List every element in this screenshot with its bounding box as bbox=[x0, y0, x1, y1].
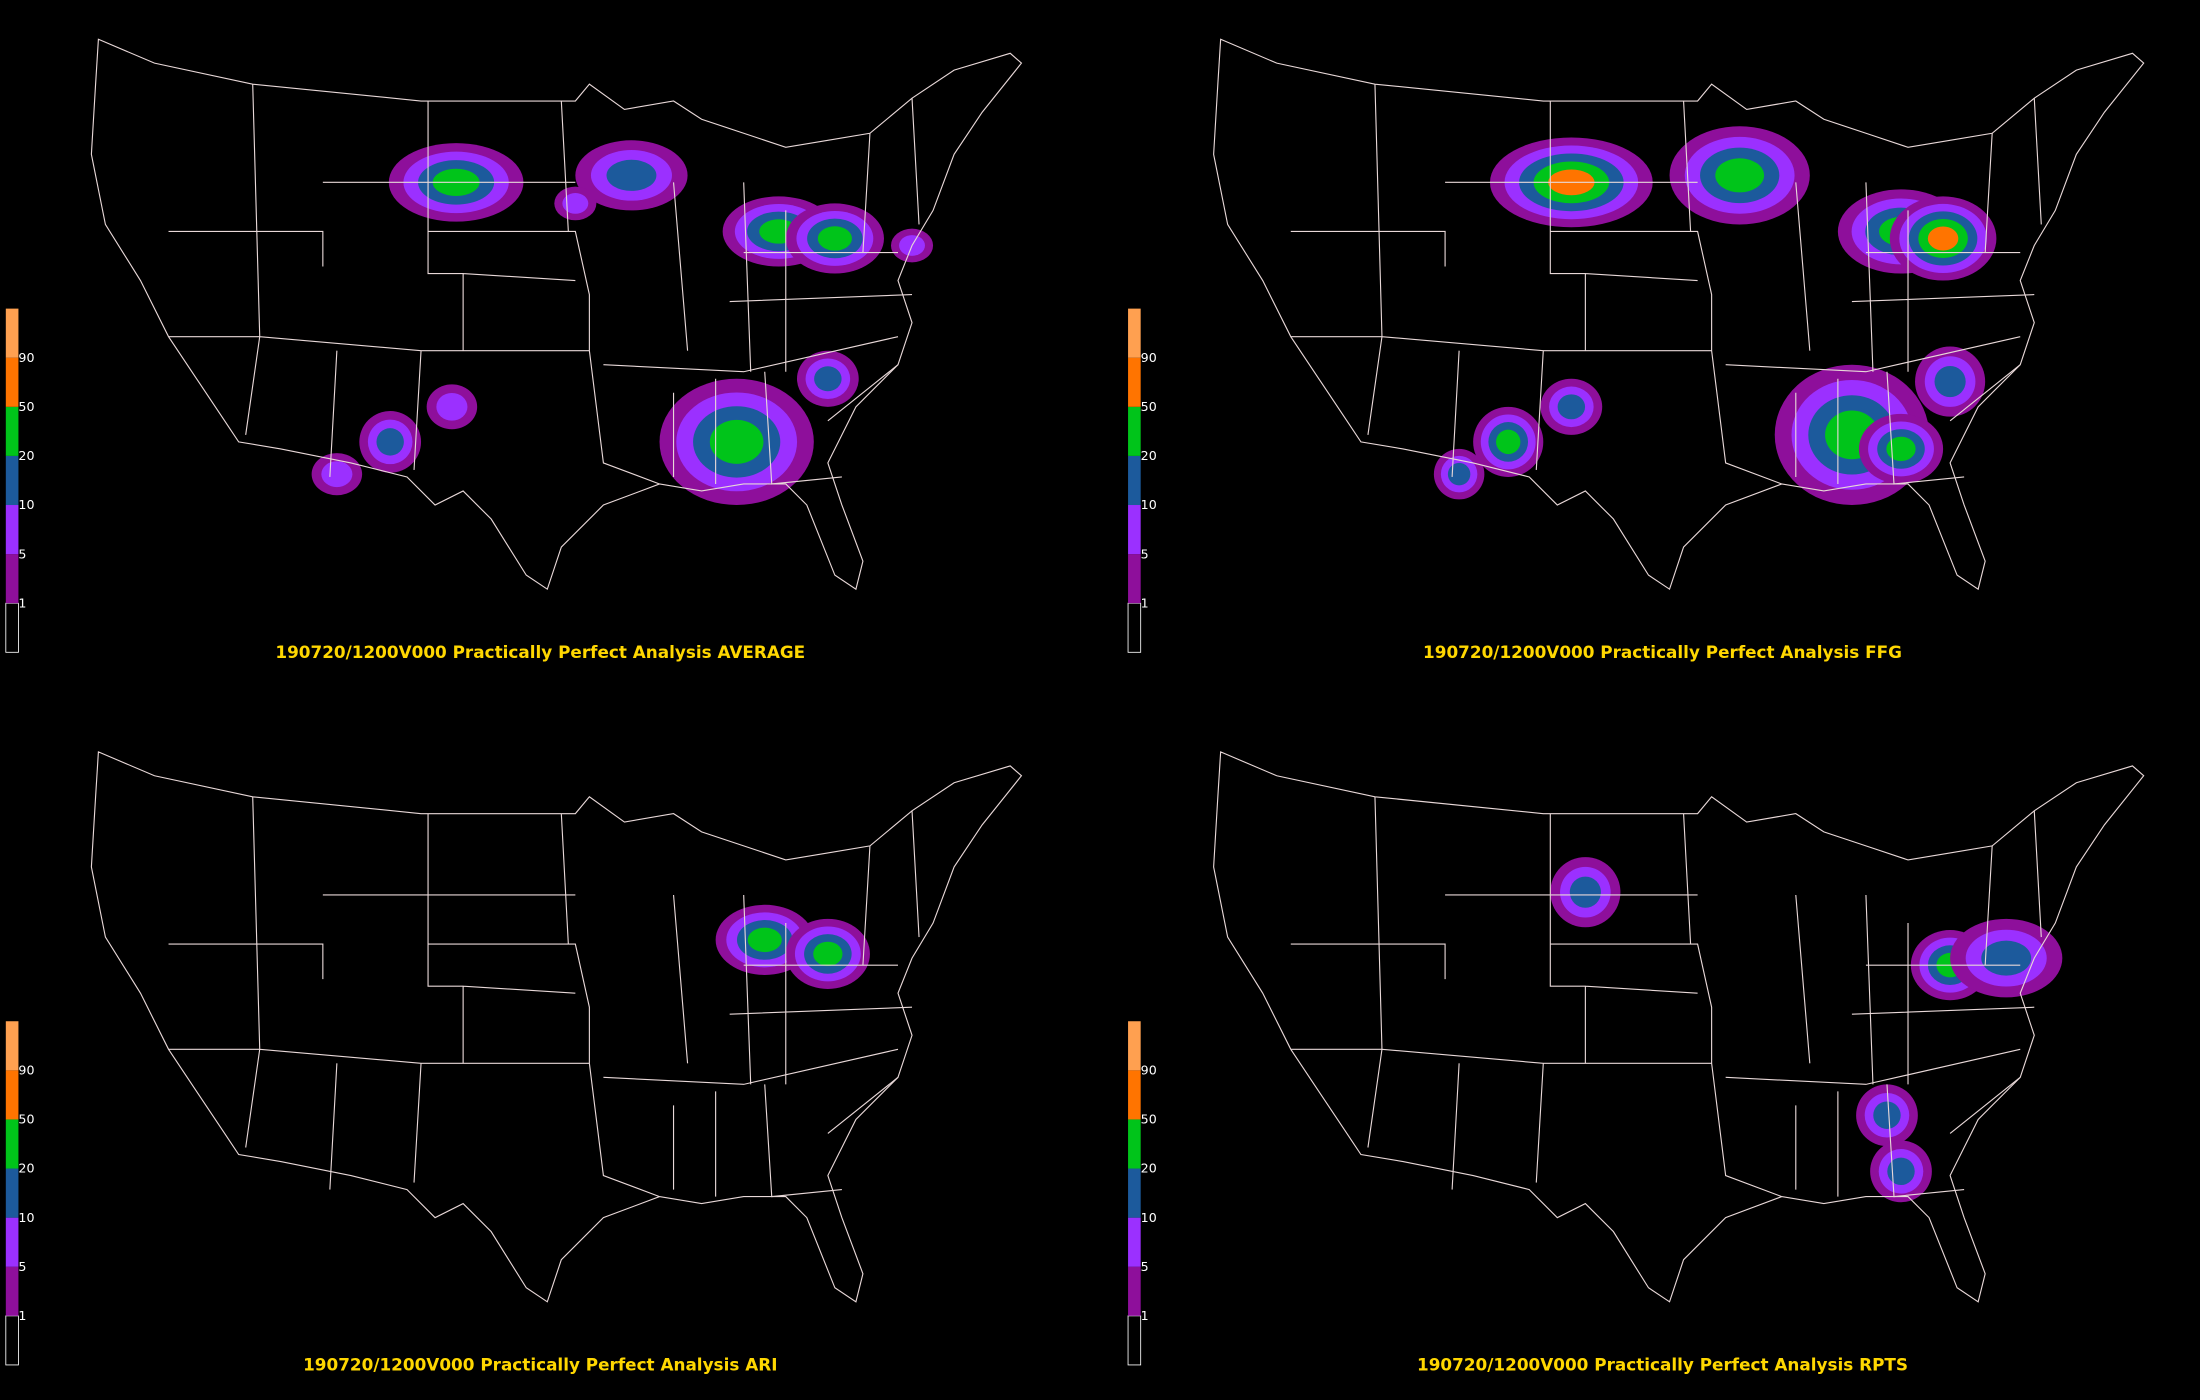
probability-contour bbox=[1886, 436, 1916, 462]
state-borders bbox=[168, 796, 920, 1198]
legend-label: 90 bbox=[1141, 1063, 1157, 1078]
legend-empty bbox=[5, 1315, 19, 1366]
legend-label: 50 bbox=[1141, 399, 1157, 414]
legend-swatch bbox=[5, 1119, 19, 1169]
legend-swatch bbox=[1128, 1119, 1141, 1169]
map-panel: 190720/1200V000 Practically Perfect Anal… bbox=[1127, 751, 2145, 1375]
legend-label: 1 bbox=[18, 595, 26, 610]
state-borders bbox=[1290, 796, 2042, 1198]
legend-label: 10 bbox=[1141, 1210, 1157, 1225]
probability-contour bbox=[709, 419, 764, 464]
legend-label: 90 bbox=[18, 1063, 34, 1078]
panel-title: 190720/1200V000 Practically Perfect Anal… bbox=[1423, 642, 1902, 662]
probability-contour bbox=[1496, 429, 1521, 455]
legend-label: 5 bbox=[18, 1259, 26, 1274]
panel-title: 190720/1200V000 Practically Perfect Anal… bbox=[1417, 1355, 1908, 1375]
legend-label: 5 bbox=[1141, 1259, 1149, 1274]
legend-empty bbox=[1127, 1315, 1142, 1366]
map-panel: 190720/1200V000 Practically Perfect Anal… bbox=[5, 751, 1023, 1375]
probability-contour bbox=[1887, 1157, 1915, 1186]
probability-contour bbox=[1873, 1101, 1901, 1129]
probability-contour bbox=[562, 193, 589, 214]
legend-swatch bbox=[5, 505, 19, 555]
probability-contour bbox=[376, 428, 404, 456]
legend-swatch bbox=[5, 554, 19, 604]
legend-swatch bbox=[1128, 505, 1141, 555]
country-outline bbox=[90, 38, 1023, 591]
legend-empty bbox=[5, 602, 19, 653]
legend-swatch bbox=[1128, 308, 1141, 358]
probability-contour bbox=[321, 461, 353, 488]
legend-label: 1 bbox=[1141, 595, 1149, 610]
legend-swatch bbox=[5, 1266, 19, 1316]
legend-label: 50 bbox=[1141, 1112, 1157, 1127]
legend-label: 10 bbox=[1141, 497, 1157, 512]
probability-contour bbox=[436, 393, 468, 421]
legend-swatch bbox=[1128, 1021, 1141, 1071]
probability-contour bbox=[814, 366, 842, 392]
legend-empty bbox=[1127, 602, 1142, 653]
legend-swatch bbox=[5, 1168, 19, 1218]
legend-label: 90 bbox=[1141, 350, 1157, 365]
legend-swatch bbox=[1128, 1168, 1141, 1218]
probability-contour bbox=[1569, 876, 1601, 908]
legend-swatch bbox=[1128, 455, 1141, 506]
legend-label: 20 bbox=[18, 1161, 34, 1176]
legend-swatch bbox=[5, 1021, 19, 1071]
legend-swatch bbox=[5, 455, 19, 506]
legend-label: 5 bbox=[1141, 546, 1149, 561]
legend-label: 20 bbox=[1141, 448, 1157, 463]
probability-contour bbox=[1927, 226, 1959, 251]
panel-title: 190720/1200V000 Practically Perfect Anal… bbox=[303, 1355, 777, 1375]
probability-contour bbox=[1557, 394, 1586, 420]
legend-swatch bbox=[1128, 1217, 1141, 1267]
probability-contour bbox=[1715, 158, 1765, 193]
state-borders bbox=[168, 84, 920, 485]
legend-swatch bbox=[1128, 357, 1141, 407]
probability-contour bbox=[747, 927, 782, 953]
legend-swatch bbox=[5, 1217, 19, 1267]
legend-swatch bbox=[5, 1070, 19, 1120]
legend-label: 1 bbox=[18, 1308, 26, 1323]
country-outline bbox=[1213, 751, 2145, 1303]
probability-contour bbox=[1981, 940, 2032, 976]
panel-title: 190720/1200V000 Practically Perfect Anal… bbox=[275, 642, 805, 662]
legend-label: 20 bbox=[18, 448, 34, 463]
legend-label: 10 bbox=[18, 1210, 34, 1225]
probability-contour bbox=[1447, 462, 1471, 486]
country-outline bbox=[90, 751, 1023, 1303]
legend-label: 1 bbox=[1141, 1308, 1149, 1323]
probability-contour bbox=[813, 941, 843, 967]
state-borders bbox=[1290, 84, 2042, 485]
legend-label: 20 bbox=[1141, 1161, 1157, 1176]
legend-label: 5 bbox=[18, 546, 26, 561]
probability-contour bbox=[606, 159, 657, 191]
probability-contour bbox=[1934, 365, 1966, 398]
legend-label: 90 bbox=[18, 350, 34, 365]
country-outline bbox=[1213, 38, 2145, 591]
map-panel: 190720/1200V000 Practically Perfect Anal… bbox=[5, 38, 1023, 662]
legend-swatch bbox=[5, 357, 19, 407]
map-panel: 190720/1200V000 Practically Perfect Anal… bbox=[1127, 38, 2145, 662]
legend-swatch bbox=[1128, 1070, 1141, 1120]
legend-swatch bbox=[1128, 554, 1141, 604]
legend-label: 10 bbox=[18, 497, 34, 512]
legend-swatch bbox=[1128, 406, 1141, 456]
probability-contour bbox=[817, 226, 852, 251]
legend-swatch bbox=[5, 308, 19, 358]
legend-swatch bbox=[1128, 1266, 1141, 1316]
legend-swatch bbox=[5, 406, 19, 456]
legend-label: 50 bbox=[18, 399, 34, 414]
legend-label: 50 bbox=[18, 1112, 34, 1127]
